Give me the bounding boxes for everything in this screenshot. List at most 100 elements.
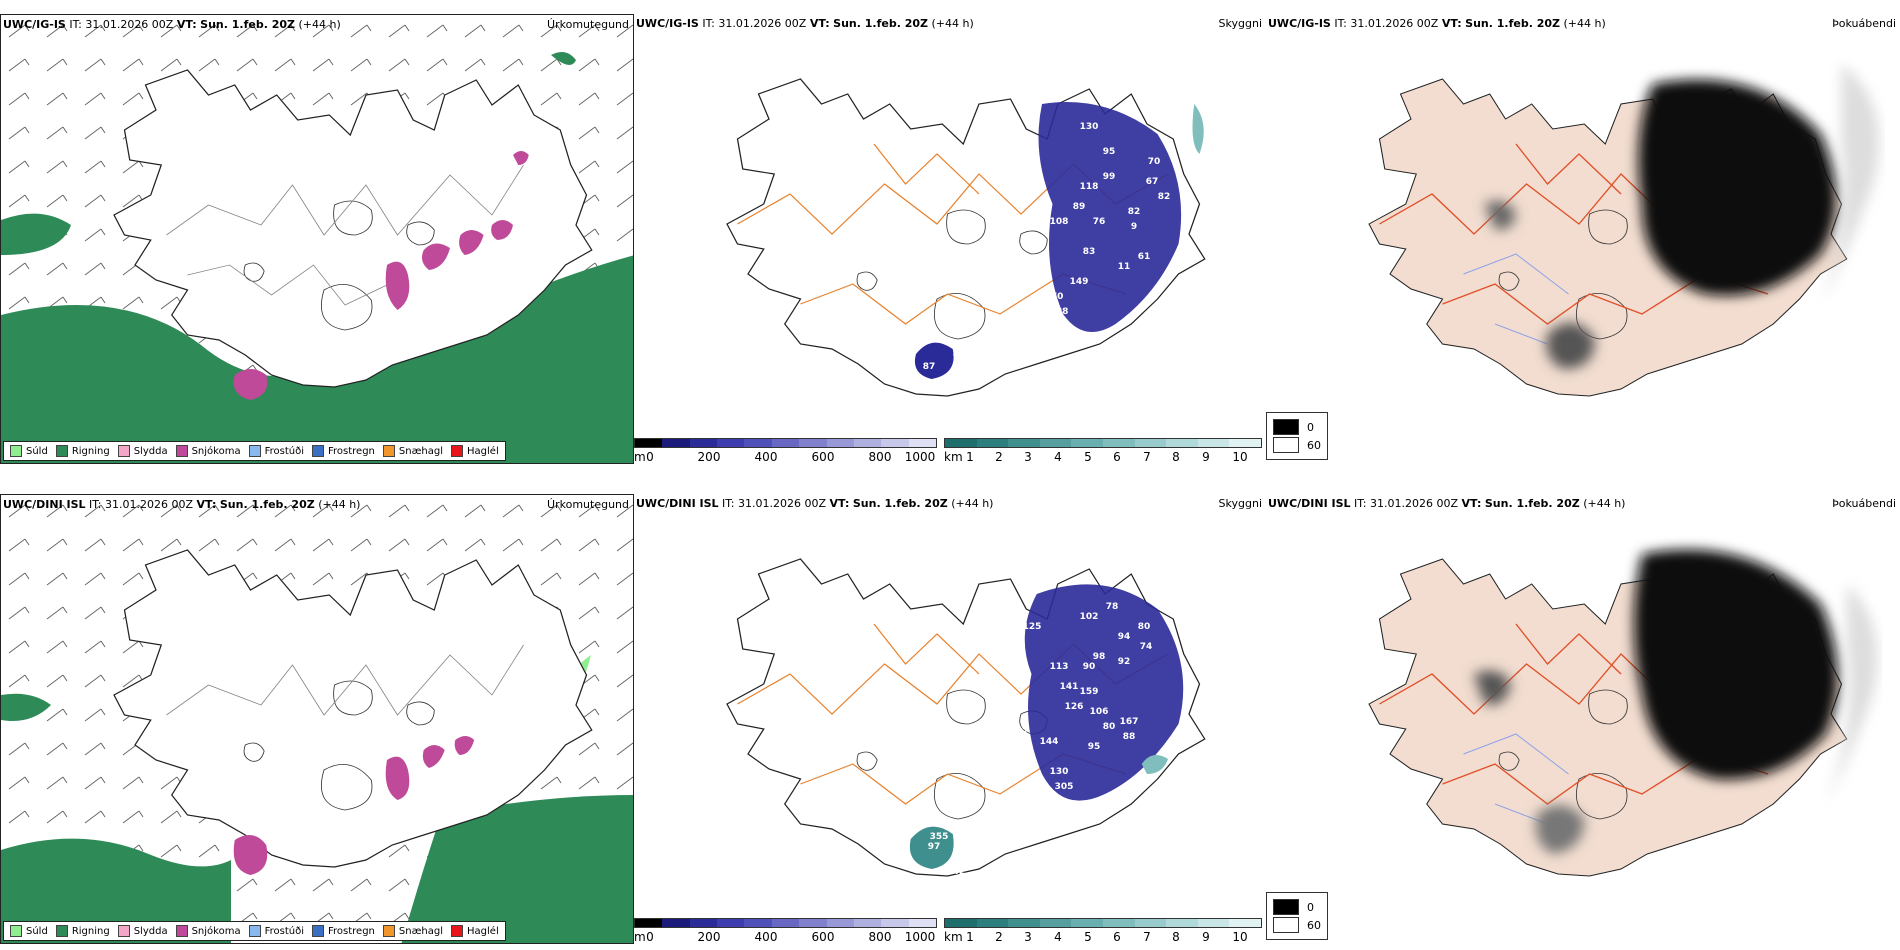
ceiling-tick: 800 bbox=[868, 930, 892, 944]
visibility-value-label: 98 bbox=[1093, 652, 1106, 662]
visibility-value-label: 74 bbox=[1140, 642, 1153, 652]
legend-swatch bbox=[175, 925, 188, 937]
visibility-tick: 10 bbox=[1232, 930, 1248, 944]
fog-legend-row: 60 bbox=[1273, 917, 1321, 933]
visibility-value-label: 130 bbox=[1050, 767, 1069, 777]
ceiling-unit: m bbox=[634, 930, 646, 944]
legend-label: Frostúði bbox=[264, 445, 304, 457]
visibility-colorbar: km 1 2 3 4 5 6 7 8 9 10 bbox=[944, 438, 1264, 464]
visibility-tick: 2 bbox=[995, 930, 1003, 944]
visibility-tick: 6 bbox=[1113, 450, 1121, 464]
visibility-value-label: 102 bbox=[1080, 612, 1099, 622]
ceiling-colorbar-fill bbox=[634, 918, 937, 928]
visibility-value-label: 86 bbox=[1003, 262, 1016, 272]
visibility-value-label: 9 bbox=[1131, 222, 1137, 232]
visibility-tick: 2 bbox=[995, 450, 1003, 464]
visibility-value-label: 11 bbox=[1118, 262, 1131, 272]
legend-item: Frostregn bbox=[312, 445, 375, 457]
vis-area-east bbox=[1192, 104, 1204, 154]
legend-swatch bbox=[451, 925, 464, 937]
legend-item: Rigning bbox=[55, 925, 110, 937]
rain-area bbox=[1, 255, 633, 463]
snow-area-3 bbox=[459, 230, 484, 255]
ceiling-tick: 400 bbox=[754, 930, 778, 944]
legend-item: Haglél bbox=[451, 925, 499, 937]
low-ceiling-area bbox=[1038, 102, 1182, 332]
rain-area-west bbox=[1, 213, 71, 255]
legend-label: Frostúði bbox=[264, 925, 304, 937]
visibility-value-label: 118 bbox=[1080, 182, 1099, 192]
ceiling-tick: 200 bbox=[697, 930, 721, 944]
visibility-value-label: 92 bbox=[1118, 657, 1131, 667]
fog-map-row2 bbox=[1368, 549, 1878, 877]
visibility-tick: 5 bbox=[1084, 450, 1092, 464]
ceiling-tick: 1000 bbox=[904, 450, 936, 464]
legend-item: Snjókoma bbox=[175, 925, 241, 937]
panel-name: Skyggni bbox=[1218, 497, 1262, 510]
legend-item: Slydda bbox=[117, 445, 168, 457]
visibility-value-label: 288 bbox=[1050, 307, 1069, 317]
fog-offshore bbox=[1825, 584, 1878, 804]
visibility-value-label: 355 bbox=[930, 832, 949, 842]
legend-swatch bbox=[55, 925, 68, 937]
fog-legend-label: 60 bbox=[1307, 438, 1321, 452]
visibility-map-row2 bbox=[726, 558, 1206, 877]
visibility-unit: km bbox=[944, 930, 963, 944]
panel-name: Úrkomutegund bbox=[547, 498, 629, 511]
fog-legend-swatch bbox=[1273, 419, 1299, 435]
visibility-colorbar-fill bbox=[944, 438, 1262, 448]
fog-panel-row2: UWC/DINI ISL IT: 31.01.2026 00Z VT: Sun.… bbox=[1266, 494, 1900, 944]
visibility-value-label: 108 bbox=[1050, 217, 1069, 227]
visibility-value-label: 95 bbox=[1103, 147, 1116, 157]
visibility-tick: 3 bbox=[1024, 930, 1032, 944]
legend-swatch bbox=[312, 445, 324, 457]
fog-legend: 0 60 bbox=[1266, 412, 1328, 460]
visibility-value-label: 80 bbox=[1103, 722, 1116, 732]
legend-item: Súld bbox=[10, 445, 48, 457]
low-ceiling-south bbox=[914, 342, 954, 379]
snow-area-4 bbox=[491, 220, 513, 240]
legend-label: Slydda bbox=[133, 445, 168, 457]
panel-title: UWC/DINI ISL IT: 31.01.2026 00Z VT: Sun.… bbox=[636, 497, 994, 510]
legend-swatch bbox=[382, 925, 395, 937]
legend-swatch bbox=[248, 925, 261, 937]
legend-swatch bbox=[248, 445, 261, 457]
visibility-tick: 5 bbox=[1084, 930, 1092, 944]
visibility-unit: km bbox=[944, 450, 963, 464]
snow-area-1 bbox=[385, 261, 410, 310]
precip-legend: Súld Rigning Slydda Snjókoma Frostúði Fr… bbox=[3, 441, 506, 461]
legend-item: Rigning bbox=[55, 445, 110, 457]
fog-offshore bbox=[1820, 64, 1879, 304]
panel-title: UWC/DINI ISL IT: 31.01.2026 00Z VT: Sun.… bbox=[3, 498, 361, 511]
low-ceiling-area bbox=[1024, 584, 1184, 801]
ceiling-colorbar-fill bbox=[634, 438, 937, 448]
visibility-value-label: 73 bbox=[958, 832, 971, 842]
snow-area-3 bbox=[454, 736, 475, 755]
legend-item: Súld bbox=[10, 925, 48, 937]
visibility-value-label: 82 bbox=[1128, 207, 1141, 217]
visibility-value-label: 88 bbox=[1123, 732, 1136, 742]
panel-title: UWC/DINI ISL IT: 31.01.2026 00Z VT: Sun.… bbox=[1268, 497, 1626, 510]
panel-title: UWC/IG-IS IT: 31.01.2026 00Z VT: Sun. 1.… bbox=[3, 18, 341, 31]
snow-area-4 bbox=[233, 835, 268, 875]
visibility-tick: 7 bbox=[1143, 930, 1151, 944]
visibility-panel-row1: 130 95 106 118 99 70 108 89 76 83 86 149 82 270 288 370… bbox=[634, 14, 1266, 464]
legend-label: Haglél bbox=[467, 925, 499, 937]
visibility-labels-row1: 130 95 106 118 99 70 108 89 76 83 86 149 82 270 288 370… bbox=[923, 122, 1171, 392]
visibility-tick: 1 bbox=[966, 930, 974, 944]
visibility-value-label: 70 bbox=[1148, 157, 1161, 167]
legend-swatch bbox=[55, 445, 68, 457]
visibility-value-label: 82 bbox=[1158, 192, 1171, 202]
visibility-value-label: 67 bbox=[1146, 177, 1159, 187]
fog-panel-row1: UWC/IG-IS IT: 31.01.2026 00Z VT: Sun. 1.… bbox=[1266, 14, 1900, 464]
visibility-panel-row2: 78 102 125 94 80 74 98 92 90 113 141 159 106 167 144 95… bbox=[634, 494, 1266, 944]
fog-legend-row: 0 bbox=[1273, 899, 1321, 915]
fog-index-dark-area bbox=[1474, 549, 1838, 854]
visibility-tick: 3 bbox=[1024, 450, 1032, 464]
legend-label: Snæhagl bbox=[398, 445, 444, 457]
visibility-value-label: 46 bbox=[948, 382, 961, 392]
ceiling-unit: m bbox=[634, 450, 646, 464]
visibility-value-label: 99 bbox=[953, 352, 966, 362]
visibility-colorbar: km 1 2 3 4 5 6 7 8 9 10 bbox=[944, 918, 1264, 944]
visibility-value-label: 99 bbox=[1103, 172, 1116, 182]
